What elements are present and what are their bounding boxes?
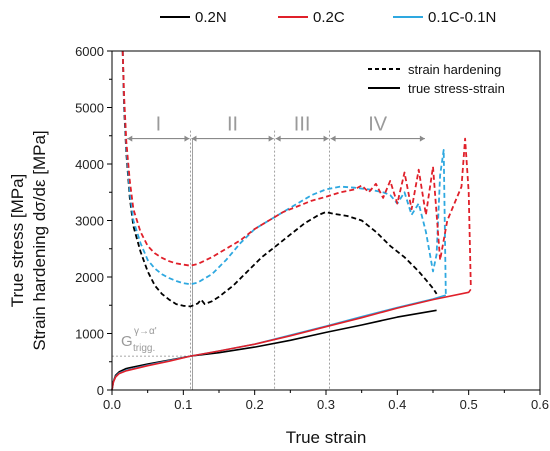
y-axis-title-line-2: Strain hardening dσ/dε [MPa] <box>30 130 49 350</box>
y-tick-label-0: 0 <box>97 383 104 398</box>
region-label-4: IV <box>368 114 388 136</box>
region-label-1: I <box>156 114 162 136</box>
x-tick-label-0: 0.0 <box>103 397 121 412</box>
x-tick-label-4: 0.4 <box>388 397 406 412</box>
region-label-2: II <box>227 114 238 136</box>
style-legend-label-solid: true stress-strain <box>408 81 505 96</box>
axes: 0.0 0.1 0.2 0.3 0.4 0.5 0.6 0 1000 2000 3000 4000 50… <box>75 44 549 412</box>
y-tick-label-4: 4000 <box>75 157 104 172</box>
series-0-2n-strain-hardening <box>121 50 438 308</box>
legend-label-1: 0.2N <box>195 9 227 26</box>
region-arrowhead-left-4 <box>330 135 336 142</box>
region-arrowhead-left-2 <box>191 135 197 142</box>
region-arrowhead-left-1 <box>127 135 133 142</box>
trigger-superscript: γ→α' <box>134 326 157 337</box>
y-tick-label-6: 6000 <box>75 44 104 59</box>
x-tick-label-5: 0.5 <box>460 397 478 412</box>
y-axis-title-line-1: True stress [MPa] <box>8 174 27 308</box>
y-tick-label-3: 3000 <box>75 214 104 229</box>
series-0-2c-strain-hardening <box>121 50 472 286</box>
series-0-1c-0-1n-strain-hardening <box>121 50 447 294</box>
x-tick-label-3: 0.3 <box>317 397 335 412</box>
x-tick-label-6: 0.6 <box>531 397 549 412</box>
region-label-3: III <box>294 114 311 136</box>
y-tick-label-2: 2000 <box>75 270 104 285</box>
trigger-label: G <box>121 333 133 350</box>
legend-label-3: 0.1C-0.1N <box>428 9 496 26</box>
legend-label-2: 0.2C <box>313 9 345 26</box>
series-group <box>111 50 472 391</box>
region-arrowhead-right-4 <box>419 135 425 142</box>
region-arrowhead-right-1 <box>184 135 190 142</box>
y-tick-label-5: 5000 <box>75 101 104 116</box>
x-axis-title: True strain <box>286 428 367 447</box>
trigger-annotation: Gγ→α' trigg. <box>112 326 191 357</box>
region-arrowhead-left-3 <box>275 135 281 142</box>
series-0-2c-true-stress-strain <box>111 288 472 391</box>
trigger-subscript: trigg. <box>133 343 155 354</box>
series-0-2n-true-stress-strain <box>111 309 437 391</box>
region-arrowhead-right-2 <box>268 135 274 142</box>
y-tick-label-1: 1000 <box>75 327 104 342</box>
style-legend-label-dashed: strain hardening <box>408 62 501 77</box>
region-arrowhead-right-3 <box>323 135 329 142</box>
x-tick-label-1: 0.1 <box>174 397 192 412</box>
region-annotations: I II III IV <box>127 114 425 390</box>
plot-frame <box>111 50 541 391</box>
x-tick-label-2: 0.2 <box>246 397 264 412</box>
legend-top: 0.2N 0.2C 0.1C-0.1N <box>160 9 496 26</box>
legend-style: strain hardening true stress-strain <box>368 62 505 96</box>
